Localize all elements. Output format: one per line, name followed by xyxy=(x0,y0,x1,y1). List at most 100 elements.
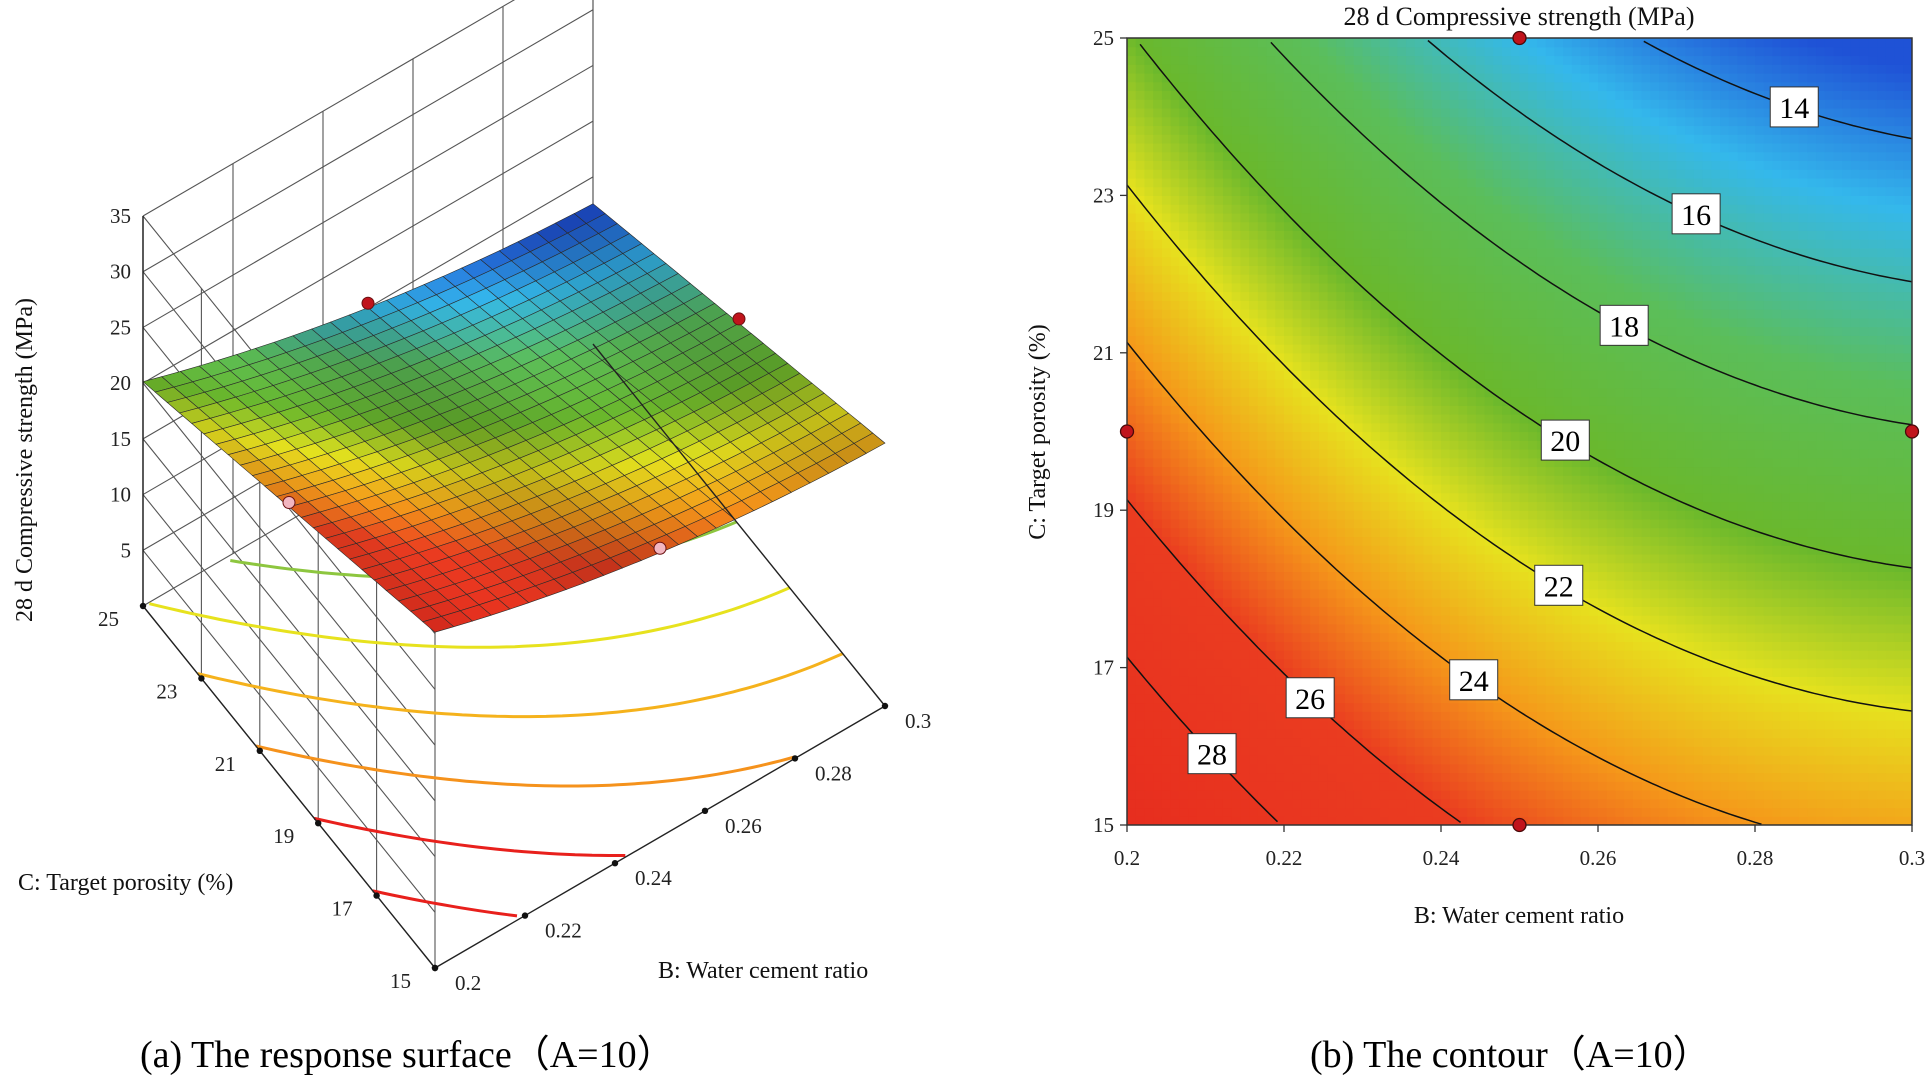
heat-cell xyxy=(1406,527,1416,538)
heat-cell xyxy=(1755,510,1765,520)
heat-cell xyxy=(1528,658,1538,669)
heat-cell xyxy=(1284,422,1294,433)
heat-cell xyxy=(1406,676,1416,686)
heat-cell xyxy=(1153,781,1163,791)
heat-cell xyxy=(1702,790,1712,800)
heat-cell xyxy=(1519,588,1529,599)
heat-cell xyxy=(1781,685,1791,695)
heat-cell xyxy=(1257,536,1268,546)
heat-cell xyxy=(1327,728,1337,739)
heat-cell xyxy=(1397,772,1407,782)
heat-cell xyxy=(1310,623,1320,634)
heat-cell xyxy=(1720,746,1730,756)
heat-cell xyxy=(1536,763,1547,774)
heat-cell xyxy=(1807,632,1817,642)
heat-cell xyxy=(1406,702,1416,712)
heat-cell xyxy=(1816,510,1826,520)
heat-cell xyxy=(1850,711,1861,721)
heat-cell xyxy=(1161,580,1172,590)
heat-cell xyxy=(1589,527,1599,538)
heat-cell xyxy=(1685,807,1695,817)
heat-cell xyxy=(1249,693,1259,704)
heat-cell xyxy=(1214,658,1224,669)
heat-cell xyxy=(1746,466,1756,476)
heat-cell xyxy=(1650,658,1660,669)
heat-cell xyxy=(1502,405,1512,415)
heat-cell xyxy=(1249,632,1259,642)
heat-cell xyxy=(1153,571,1163,581)
heat-cell xyxy=(1833,641,1843,651)
heat-cell xyxy=(1301,615,1311,625)
heat-cell xyxy=(1624,728,1634,739)
heat-cell xyxy=(1336,632,1346,642)
heat-cell xyxy=(1598,510,1608,520)
heat-cell xyxy=(1257,746,1268,756)
heat-cell xyxy=(1388,685,1398,695)
heat-cell xyxy=(1798,790,1808,800)
heat-cell xyxy=(1353,457,1364,468)
heat-cell xyxy=(1397,414,1407,424)
heat-cell xyxy=(1580,693,1590,704)
heat-cell xyxy=(1240,545,1250,555)
heat-cell xyxy=(1789,597,1800,607)
heat-cell xyxy=(1441,685,1451,695)
heat-cell xyxy=(1824,492,1835,503)
heat-cell xyxy=(1563,632,1573,642)
heat-cell xyxy=(1755,632,1765,642)
heat-cell xyxy=(1196,588,1207,599)
heat-cell xyxy=(1746,658,1756,669)
heat-cell xyxy=(1859,501,1869,511)
heat-cell xyxy=(1318,414,1329,424)
heat-cell xyxy=(1414,545,1425,555)
heat-cell xyxy=(1257,588,1268,599)
heat-cell xyxy=(1153,536,1163,546)
heat-cell xyxy=(1188,483,1198,494)
heat-cell xyxy=(1824,553,1835,564)
heat-cell xyxy=(1493,615,1503,625)
heat-cell xyxy=(1859,597,1869,607)
heat-cell xyxy=(1746,492,1756,503)
heat-cell xyxy=(1484,457,1494,468)
heat-cell xyxy=(1755,650,1765,660)
heat-cell xyxy=(1493,545,1503,555)
heat-cell xyxy=(1362,466,1372,476)
heat-cell xyxy=(1388,545,1398,555)
heat-cell xyxy=(1737,632,1747,642)
heat-cell xyxy=(1318,728,1329,739)
heat-cell xyxy=(1763,693,1774,704)
heat-cell xyxy=(1606,623,1617,634)
heat-cell xyxy=(1379,562,1390,573)
heat-cell xyxy=(1781,440,1791,450)
heat-cell xyxy=(1153,641,1163,651)
heat-cell xyxy=(1188,396,1198,406)
heat-cell xyxy=(1336,623,1346,634)
heat-cell xyxy=(1423,483,1433,494)
heat-cell xyxy=(1580,483,1590,494)
heat-cell xyxy=(1170,440,1180,450)
heat-cell xyxy=(1545,623,1555,634)
heat-cell xyxy=(1885,667,1896,677)
heat-cell xyxy=(1475,615,1486,625)
heat-cell xyxy=(1231,518,1241,529)
heat-cell xyxy=(1807,615,1817,625)
heat-cell xyxy=(1528,510,1538,520)
heat-cell xyxy=(1179,448,1189,459)
heat-cell xyxy=(1554,518,1564,529)
heat-cell xyxy=(1214,641,1224,651)
heat-cell xyxy=(1571,414,1582,424)
heat-cell xyxy=(1737,571,1747,581)
heat-cell xyxy=(1336,536,1346,546)
heat-cell xyxy=(1816,606,1826,616)
heat-cell xyxy=(1275,562,1285,573)
heat-cell xyxy=(1196,396,1207,406)
heat-cell xyxy=(1755,685,1765,695)
heat-cell xyxy=(1353,623,1364,634)
heat-cell xyxy=(1632,606,1643,616)
heat-cell xyxy=(1571,510,1582,520)
heat-cell xyxy=(1702,711,1712,721)
heat-cell xyxy=(1693,483,1704,494)
heat-cell xyxy=(1502,728,1512,739)
heat-cell xyxy=(1135,545,1146,555)
heat-cell xyxy=(1659,615,1669,625)
